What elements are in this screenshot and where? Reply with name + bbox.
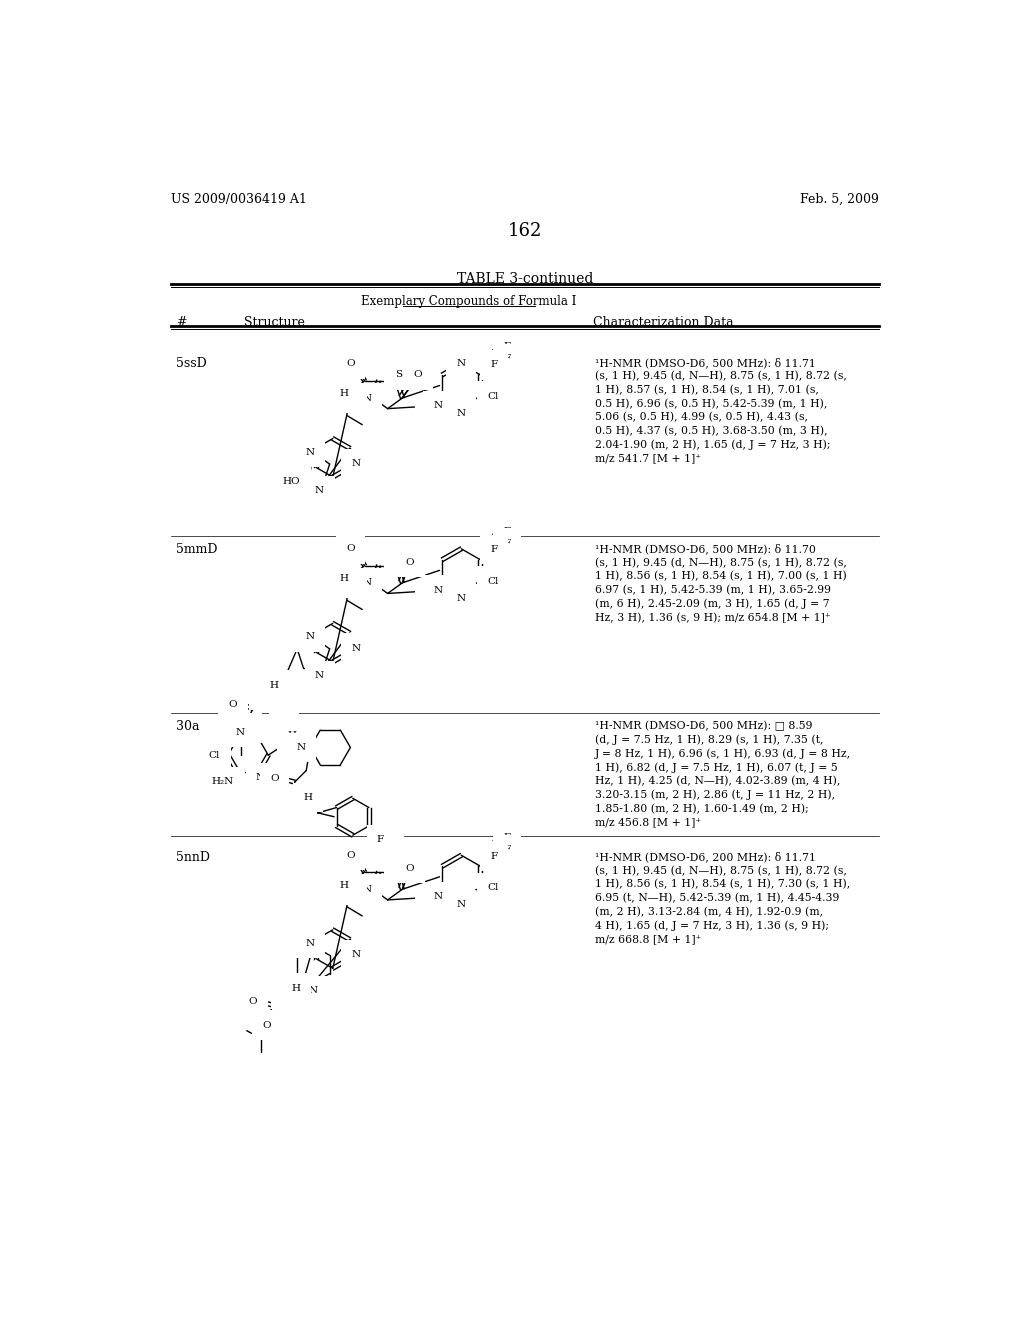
Text: F: F (490, 851, 498, 861)
Text: N: N (362, 393, 372, 403)
Text: N: N (457, 594, 466, 602)
Text: 5mmD: 5mmD (176, 544, 217, 557)
Text: O: O (228, 700, 238, 709)
Text: F: F (503, 342, 510, 351)
Text: N: N (433, 892, 442, 902)
Text: F: F (503, 354, 510, 363)
Text: N: N (305, 632, 314, 642)
Text: ¹H-NMR (DMSO-D6, 500 MHz): δ 11.70
(s, 1 H), 9.45 (d, N—H), 8.75 (s, 1 H), 8.72 : ¹H-NMR (DMSO-D6, 500 MHz): δ 11.70 (s, 1… (595, 544, 847, 623)
Text: H: H (340, 389, 349, 399)
Text: N: N (351, 950, 360, 960)
Text: N: N (298, 801, 307, 809)
Text: N: N (433, 401, 442, 411)
Text: N: N (347, 578, 356, 587)
Text: #: # (176, 317, 186, 329)
Text: ¹H-NMR (DMSO-D6, 500 MHz): □ 8.59
(d, J = 7.5 Hz, 1 H), 8.29 (s, 1 H), 7.35 (t,
: ¹H-NMR (DMSO-D6, 500 MHz): □ 8.59 (d, J … (595, 721, 851, 828)
Text: F: F (490, 360, 498, 370)
Text: US 2009/0036419 A1: US 2009/0036419 A1 (171, 193, 306, 206)
Text: O: O (346, 359, 355, 368)
Text: N: N (315, 486, 325, 495)
Text: F: F (490, 545, 498, 554)
Text: ¹H-NMR (DMSO-D6, 200 MHz): δ 11.71
(s, 1 H), 9.45 (d, N—H), 8.75 (s, 1 H), 8.72 : ¹H-NMR (DMSO-D6, 200 MHz): δ 11.71 (s, 1… (595, 851, 851, 944)
Text: N: N (457, 409, 466, 417)
Text: N: N (362, 884, 372, 894)
Text: N: N (347, 886, 356, 894)
Text: F: F (503, 845, 510, 854)
Text: H: H (426, 903, 435, 912)
Text: S: S (394, 862, 401, 870)
Text: O: O (280, 723, 288, 731)
Text: Cl: Cl (209, 751, 220, 759)
Text: O: O (414, 371, 422, 379)
Text: 30a: 30a (176, 721, 200, 734)
Text: Cl: Cl (487, 883, 499, 892)
Text: O: O (406, 557, 415, 566)
Text: Cl: Cl (487, 392, 499, 401)
Text: N: N (362, 578, 372, 587)
Text: F: F (387, 825, 394, 834)
Text: N: N (351, 644, 360, 653)
Text: O: O (346, 544, 355, 553)
Text: S: S (394, 554, 401, 564)
Text: H: H (303, 793, 312, 803)
Text: Characterization Data: Characterization Data (593, 317, 733, 329)
Text: N: N (305, 447, 314, 457)
Text: HO: HO (283, 477, 300, 486)
Text: O: O (243, 723, 251, 733)
Text: H: H (340, 880, 349, 890)
Text: N: N (305, 939, 314, 948)
Text: F: F (503, 833, 510, 842)
Text: N: N (351, 459, 360, 469)
Text: N: N (259, 690, 268, 700)
Text: H: H (340, 574, 349, 583)
Text: Cl: Cl (487, 577, 499, 586)
Text: F: F (387, 816, 394, 824)
Text: N: N (309, 986, 318, 995)
Text: N: N (296, 743, 305, 752)
Text: N: N (457, 359, 466, 368)
Text: TABLE 3-continued: TABLE 3-continued (457, 272, 593, 286)
Text: 5nnD: 5nnD (176, 851, 210, 865)
Text: N: N (433, 586, 442, 595)
Text: 5ssD: 5ssD (176, 358, 207, 370)
Text: N: N (457, 900, 466, 909)
Text: O: O (270, 774, 279, 783)
Text: H: H (287, 731, 296, 741)
Text: F: F (503, 527, 510, 536)
Text: O: O (406, 865, 415, 873)
Text: Feb. 5, 2009: Feb. 5, 2009 (800, 193, 879, 206)
Text: O: O (249, 997, 257, 1006)
Text: Structure: Structure (245, 317, 305, 329)
Text: Exemplary Compounds of Formula I: Exemplary Compounds of Formula I (361, 296, 577, 309)
Text: H: H (292, 983, 301, 993)
Text: F: F (377, 836, 384, 845)
Text: N: N (315, 671, 325, 680)
Text: N: N (295, 741, 304, 750)
Text: N: N (236, 727, 245, 737)
Text: H: H (426, 412, 435, 421)
Text: H: H (426, 597, 435, 606)
Text: H₂N: H₂N (212, 777, 234, 787)
Text: N: N (256, 774, 265, 783)
Text: S: S (394, 370, 401, 379)
Text: H: H (269, 681, 279, 689)
Text: O: O (346, 850, 355, 859)
Text: ¹H-NMR (DMSO-D6, 500 MHz): δ 11.71
(s, 1 H), 9.45 (d, N—H), 8.75 (s, 1 H), 8.72 : ¹H-NMR (DMSO-D6, 500 MHz): δ 11.71 (s, 1… (595, 358, 847, 463)
Text: O: O (262, 1020, 271, 1030)
Text: N: N (282, 990, 291, 999)
Text: 162: 162 (508, 222, 542, 239)
Text: N: N (347, 393, 356, 403)
Text: F: F (503, 539, 510, 548)
